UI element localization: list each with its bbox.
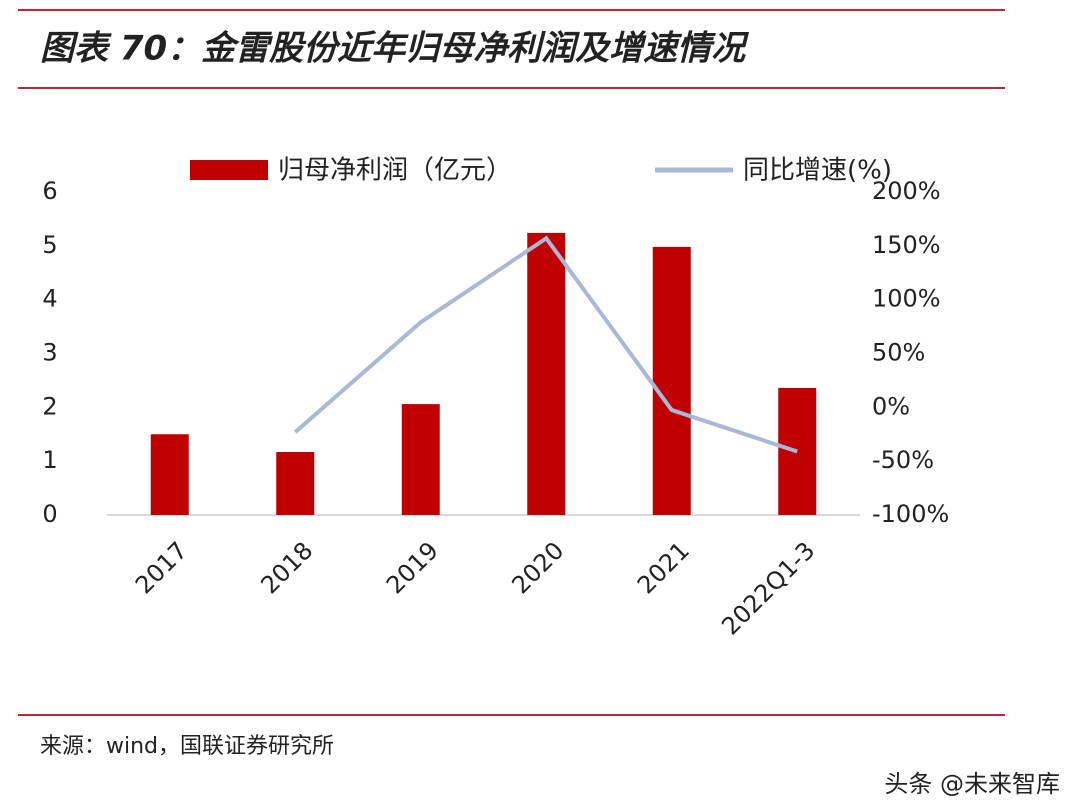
- x-tick-label: 2018: [255, 536, 318, 599]
- watermark: 头条 @未来智库: [884, 770, 1060, 798]
- y2-tick-label: 100%: [872, 285, 941, 313]
- bar: [401, 404, 440, 515]
- legend-swatch: [190, 160, 268, 180]
- x-tick-label: 2021: [632, 536, 695, 599]
- bar: [276, 452, 315, 515]
- y2-tick-label: 0%: [872, 392, 910, 420]
- legend-label: 归母净利润（亿元）: [278, 156, 512, 186]
- source: 来源：wind，国联证券研究所: [40, 734, 334, 759]
- y2-tick-label: -50%: [872, 446, 934, 474]
- bar: [652, 246, 691, 515]
- y-tick-label: 3: [42, 339, 57, 367]
- y-tick-label: 4: [42, 285, 57, 313]
- x-tick-label: 2017: [130, 536, 193, 599]
- bar: [527, 232, 566, 515]
- y2-tick-label: -100%: [872, 500, 949, 528]
- legend-label: 同比增速(%): [743, 156, 892, 186]
- y2-tick-label: 200%: [872, 177, 941, 205]
- y-tick-label: 6: [42, 177, 57, 205]
- y2-tick-label: 150%: [872, 231, 941, 259]
- bar: [150, 434, 189, 515]
- y2-tick-label: 50%: [872, 339, 925, 367]
- y-tick-label: 2: [42, 392, 57, 420]
- y-tick-label: 1: [42, 446, 57, 474]
- bar: [778, 387, 817, 515]
- legend: 归母净利润（亿元） 同比增速(%): [190, 156, 892, 186]
- chart-title: 图表 70：金雷股份近年归母净利润及增速情况: [40, 29, 749, 69]
- x-tick-label: 2019: [381, 536, 444, 599]
- x-tick-label: 2022Q1-3: [716, 536, 820, 640]
- y-tick-label: 5: [42, 231, 57, 259]
- x-tick-label: 2020: [506, 536, 569, 599]
- line: [293, 235, 798, 454]
- y-tick-label: 0: [42, 500, 57, 528]
